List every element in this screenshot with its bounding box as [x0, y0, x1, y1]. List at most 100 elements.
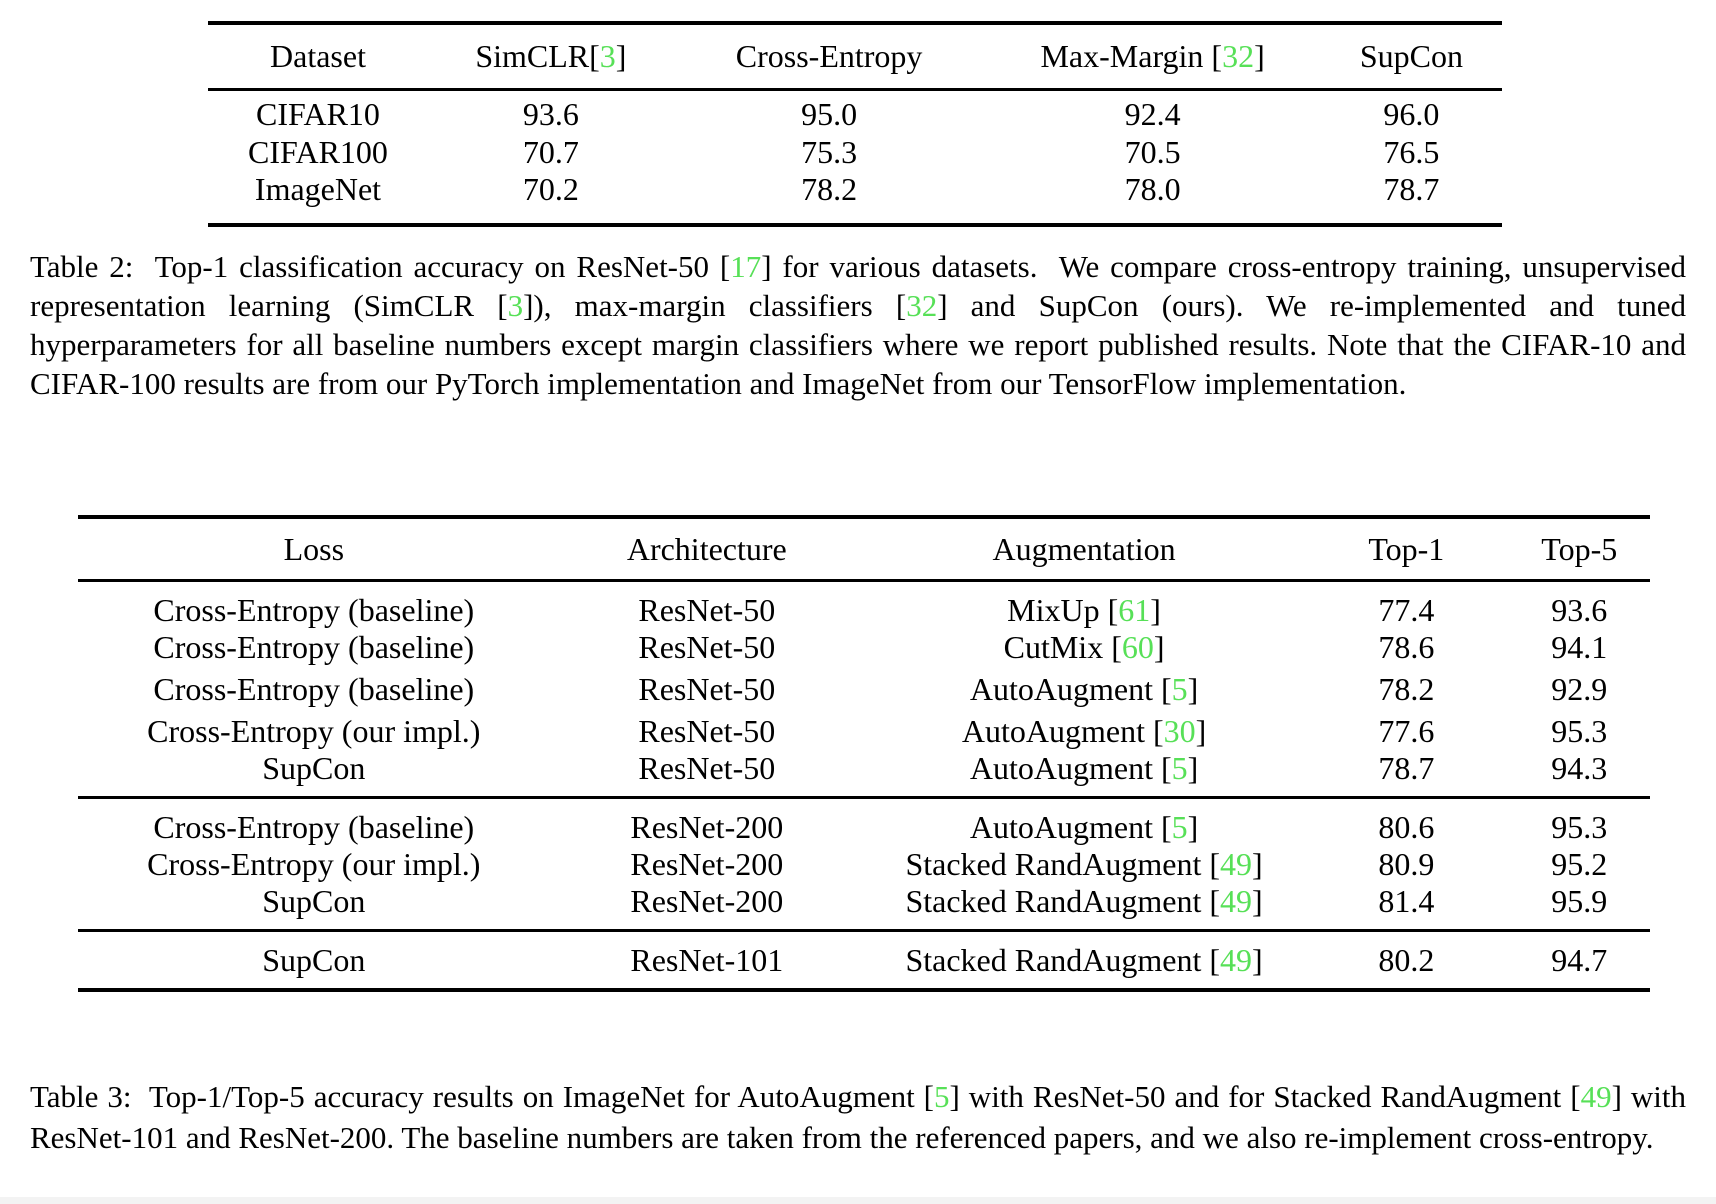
table-cell: ResNet-200 [550, 843, 864, 885]
citation-ref[interactable]: 5 [1171, 749, 1188, 786]
table-cell: 96.0 [1321, 89, 1502, 131]
table-cell: Cross-Entropy (baseline) [78, 797, 550, 843]
table-cell: Stacked RandAugment [49] [864, 930, 1304, 990]
text-run: Max-Margin [ [1040, 38, 1223, 75]
text-run: 78.2 [1378, 670, 1435, 707]
citation-ref[interactable]: 49 [1220, 845, 1253, 882]
table-cell: 75.3 [674, 131, 985, 173]
text-run: 70.2 [522, 171, 579, 207]
text-run: SimCLR[ [475, 38, 600, 75]
citation-ref[interactable]: 3 [599, 38, 616, 75]
text-run: 78.7 [1383, 171, 1440, 207]
text-run: SupCon [262, 882, 366, 919]
text-run: ResNet-200 [630, 808, 784, 845]
table-cell: 78.7 [1321, 173, 1502, 225]
table-cell: 78.0 [984, 173, 1320, 225]
table-cell: Cross-Entropy (our impl.) [78, 843, 550, 885]
text-run: 92.4 [1124, 96, 1181, 133]
citation-ref[interactable]: 3 [507, 288, 524, 323]
citation-ref[interactable]: 17 [730, 249, 762, 284]
table-row: CIFAR10 93.6 95.0 92.4 96.0 [208, 89, 1502, 131]
text-run: ResNet-101 [630, 941, 784, 978]
text-run: ] and SupCon (ours). We re-implemented a… [30, 288, 1686, 401]
table-3-caption: Table 3: Top-1/Top-5 accuracy results on… [30, 1076, 1686, 1158]
table-cell: 70.7 [428, 131, 674, 173]
table-cell: ResNet-50 [550, 668, 864, 710]
table-row: Cross-Entropy (our impl.) ResNet-50 AutoAu… [78, 710, 1650, 752]
text-run: 70.7 [522, 134, 579, 170]
text-run: SupCon [262, 749, 366, 786]
text-run: ] [615, 38, 627, 75]
text-run: ResNet-200 [630, 882, 784, 919]
table-cell: ResNet-200 [550, 797, 864, 843]
citation-ref[interactable]: 61 [1118, 591, 1151, 628]
column-header: Max-Margin [32] [984, 23, 1320, 89]
table-cell: 92.4 [984, 89, 1320, 131]
page-bottom-edge [0, 1197, 1716, 1204]
column-header: Loss [78, 517, 550, 580]
text-run: Cross-Entropy [735, 38, 923, 75]
text-run: Stacked RandAugment [ [905, 845, 1221, 882]
text-run: 93.6 [1551, 591, 1608, 628]
text-run: 80.9 [1378, 845, 1435, 882]
table-2-caption: Table 2: Top-1 classification accuracy o… [30, 247, 1686, 403]
table-row: Cross-Entropy (baseline) ResNet-200 AutoAu… [78, 797, 1650, 843]
table-3-header: Loss Architecture Augmentation Top-1 Top-5 [78, 517, 1650, 580]
text-run: 75.3 [801, 134, 858, 170]
text-run: AutoAugment [ [969, 808, 1172, 845]
citation-ref[interactable]: 60 [1121, 628, 1154, 665]
table-cell: 80.9 [1304, 843, 1508, 885]
text-run: 93.6 [522, 96, 579, 133]
text-run: 80.2 [1378, 941, 1435, 978]
text-run: Table 2: Top-1 classification accuracy o… [30, 249, 731, 284]
table-cell: Cross-Entropy (our impl.) [78, 710, 550, 752]
table-2-results: Dataset SimCLR[3] Cross-Entropy Max-Margin … [208, 21, 1502, 227]
table-cell: AutoAugment [30] [864, 710, 1304, 752]
text-run: Cross-Entropy (baseline) [153, 808, 475, 845]
text-run: SupCon [1359, 38, 1463, 75]
citation-ref[interactable]: 49 [1220, 941, 1253, 978]
text-run: Cross-Entropy (baseline) [153, 591, 475, 628]
citation-ref[interactable]: 49 [1220, 882, 1253, 919]
text-run: ]), max-margin classifiers [ [523, 288, 907, 323]
table-3-header-row: Loss Architecture Augmentation Top-1 Top-5 [78, 517, 1650, 580]
table-cell: 94.7 [1509, 930, 1651, 990]
table-cell: 81.4 [1304, 885, 1508, 931]
text-run: 78.6 [1378, 628, 1435, 665]
column-header: Dataset [208, 23, 428, 89]
text-run: ResNet-50 [638, 591, 776, 628]
text-run: 94.7 [1551, 941, 1608, 978]
table-cell: 76.5 [1321, 131, 1502, 173]
text-run: Top-1 [1368, 530, 1445, 567]
table-3-group-resnet200: Cross-Entropy (baseline) ResNet-200 AutoAu… [78, 797, 1650, 930]
text-run: AutoAugment [ [961, 712, 1164, 749]
citation-ref[interactable]: 49 [1580, 1079, 1612, 1114]
text-run: 96.0 [1383, 96, 1440, 133]
table-cell: 78.2 [1304, 668, 1508, 710]
table-cell: 92.9 [1509, 668, 1651, 710]
table-cell: ResNet-50 [550, 626, 864, 668]
text-run: 95.0 [801, 96, 858, 133]
text-run: Table 3: Top-1/Top-5 accuracy results on… [30, 1079, 934, 1114]
text-run: 95.3 [1551, 712, 1608, 749]
citation-ref[interactable]: 30 [1163, 712, 1196, 749]
text-run: Cross-Entropy (our impl.) [147, 845, 481, 882]
text-run: ImageNet [254, 171, 382, 207]
citation-ref[interactable]: 32 [1222, 38, 1255, 75]
table-cell: ResNet-200 [550, 885, 864, 931]
text-run: 95.9 [1551, 882, 1608, 919]
citation-ref[interactable]: 5 [1171, 670, 1188, 707]
table-cell: 80.6 [1304, 797, 1508, 843]
text-run: 95.2 [1551, 845, 1608, 882]
table-cell: 95.3 [1509, 710, 1651, 752]
citation-ref[interactable]: 32 [906, 288, 938, 323]
citation-ref[interactable]: 5 [934, 1079, 950, 1114]
table-cell: 70.2 [428, 173, 674, 225]
table-cell: ResNet-50 [550, 752, 864, 798]
text-run: AutoAugment [ [969, 670, 1172, 707]
column-header: Cross-Entropy [674, 23, 985, 89]
column-header: Top-1 [1304, 517, 1508, 580]
text-run: Stacked RandAugment [ [905, 882, 1221, 919]
text-run: ResNet-50 [638, 628, 776, 665]
citation-ref[interactable]: 5 [1171, 808, 1188, 845]
